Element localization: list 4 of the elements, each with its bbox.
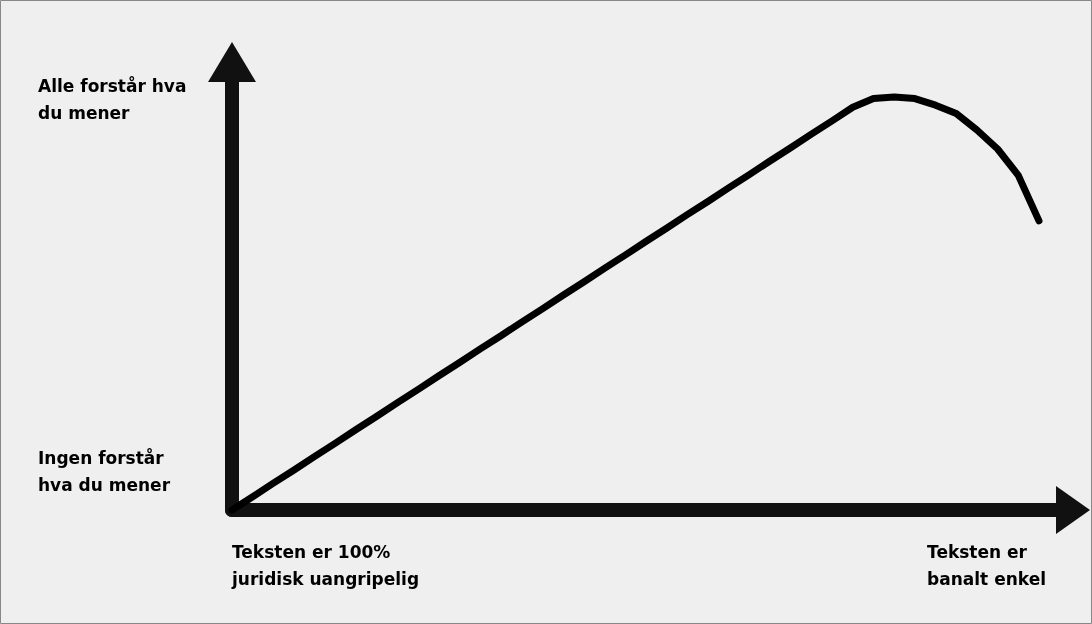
text: Alle forstår hva du mener bbox=[38, 74, 187, 123]
text: Teksten er banalt enkel bbox=[927, 541, 1047, 589]
text: Teksten er 100% juridisk uangripelig bbox=[231, 541, 420, 589]
text: Ingen forstår hva du mener bbox=[38, 446, 171, 495]
